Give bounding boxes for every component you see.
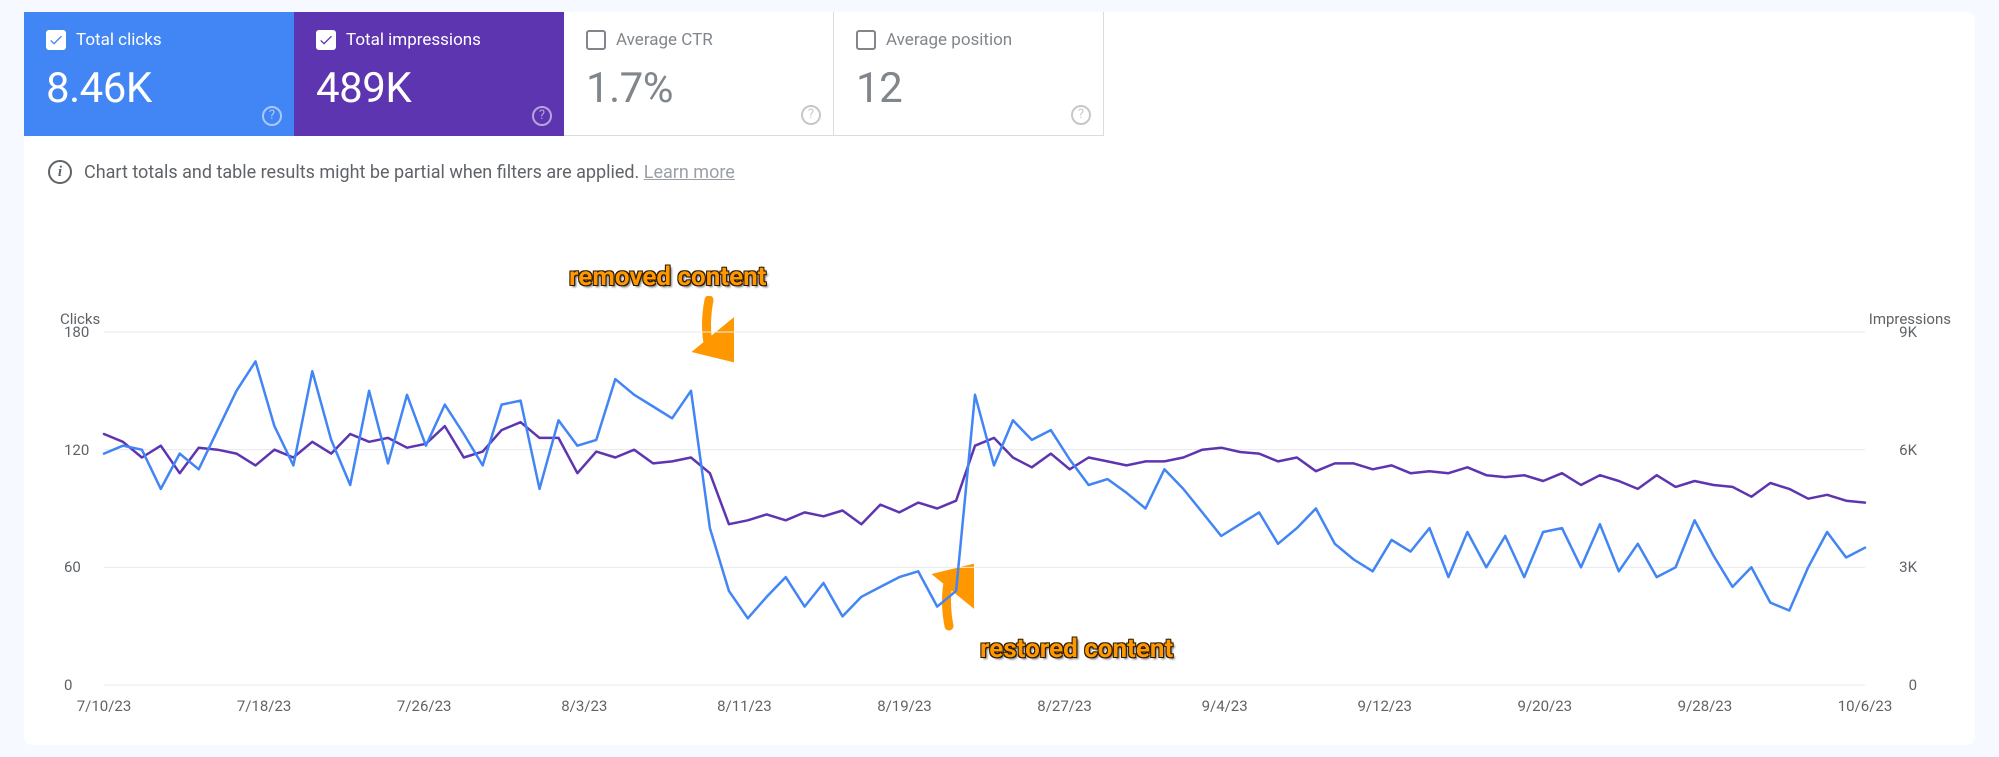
ytick-left: 60 [64,558,81,576]
ytick-left: 180 [64,323,89,341]
metric-label: Total clicks [76,30,162,50]
checkbox-unchecked-icon[interactable] [856,30,876,50]
xtick: 8/19/23 [877,697,932,715]
xtick: 7/10/23 [77,697,132,715]
metric-card-clicks[interactable]: Total clicks 8.46K ? [24,12,294,136]
metric-card-ctr[interactable]: Average CTR 1.7% ? [564,12,834,136]
performance-panel: Total clicks 8.46K ? Total impressions 4… [24,12,1975,745]
metric-cards-row: Total clicks 8.46K ? Total impressions 4… [24,12,1975,136]
help-icon[interactable]: ? [532,106,552,126]
ytick-right: 6K [1899,441,1917,459]
checkbox-checked-icon[interactable] [316,30,336,50]
metric-label: Average position [886,30,1012,50]
info-banner: i Chart totals and table results might b… [24,136,1975,192]
metric-value: 8.46K [46,64,272,113]
learn-more-link[interactable]: Learn more [644,162,735,183]
ytick-right: 0 [1909,676,1917,694]
checkbox-checked-icon[interactable] [46,30,66,50]
help-icon[interactable]: ? [262,106,282,126]
chart-area: Clicks Impressions removed content resto… [44,252,1955,725]
xtick: 9/4/23 [1202,697,1248,715]
xtick: 7/18/23 [237,697,292,715]
xtick: 8/27/23 [1037,697,1092,715]
info-icon: i [48,160,72,184]
xtick: 9/12/23 [1357,697,1412,715]
metric-value: 12 [856,64,1081,113]
xtick: 9/20/23 [1518,697,1573,715]
checkbox-unchecked-icon[interactable] [586,30,606,50]
xtick: 7/26/23 [397,697,452,715]
help-icon[interactable]: ? [801,105,821,125]
xtick: 8/3/23 [561,697,607,715]
metric-value: 1.7% [586,64,811,113]
xtick: 8/11/23 [717,697,772,715]
xtick: 10/6/23 [1838,697,1893,715]
ytick-left: 0 [64,676,72,694]
metric-label: Average CTR [616,30,713,50]
metric-card-impressions[interactable]: Total impressions 489K ? [294,12,564,136]
ytick-right: 3K [1899,558,1917,576]
xtick: 9/28/23 [1678,697,1733,715]
metric-card-position[interactable]: Average position 12 ? [834,12,1104,136]
ytick-right: 9K [1899,323,1917,341]
metric-label: Total impressions [346,30,481,50]
help-icon[interactable]: ? [1071,105,1091,125]
ytick-left: 120 [64,441,89,459]
info-text: Chart totals and table results might be … [84,162,639,183]
metric-value: 489K [316,64,542,113]
